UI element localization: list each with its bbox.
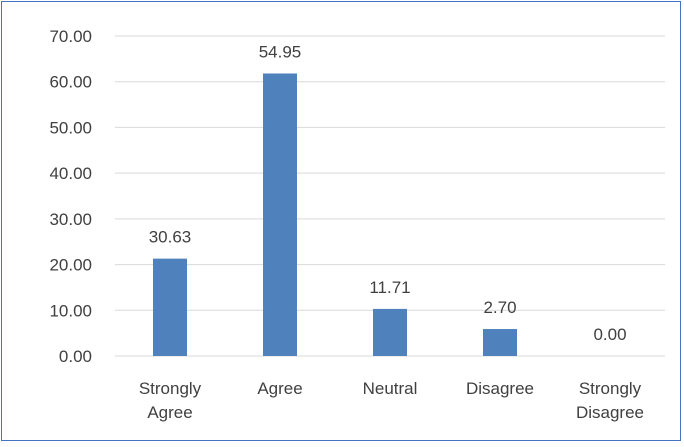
y-tick-label: 60.00: [49, 73, 92, 92]
x-category-label: Strongly Disagree: [576, 379, 644, 422]
data-label: 0.00: [593, 325, 626, 344]
x-category-label: Agree: [257, 379, 302, 398]
y-tick-label: 20.00: [49, 256, 92, 275]
data-label: 54.95: [259, 42, 302, 61]
data-label: 30.63: [149, 228, 192, 247]
x-category-label-line: Strongly: [579, 379, 642, 398]
data-labels: 30.63 54.95 11.71 2.70 0.00: [149, 42, 627, 344]
x-category-label-line: Neutral: [363, 379, 418, 398]
bar: [373, 308, 407, 356]
chart-frame: 0.00 10.00 20.00 30.00 40.00 50.00 60.00 70.00 …: [1, 1, 681, 441]
y-axis-ticks: 0.00 10.00 20.00 30.00 40.00 50.00 60.00 70.00: [49, 27, 92, 366]
x-category-label-line: Disagree: [576, 403, 644, 422]
bar-chart: 0.0010.0020.0030.0040.0050.0060.0070.00 …: [49, 27, 665, 422]
x-category-label-line: Strongly: [139, 379, 202, 398]
x-category-label: Disagree: [466, 379, 534, 398]
y-tick-label: 70.00: [49, 27, 92, 46]
bar: [263, 73, 297, 356]
y-tick-label: 10.00: [49, 301, 92, 320]
y-tick-label: 50.00: [49, 118, 92, 137]
x-category-label: Neutral: [363, 379, 418, 398]
bar: [153, 258, 187, 356]
y-tick-label: 40.00: [49, 164, 92, 183]
gridlines: [115, 35, 665, 357]
bars: [153, 73, 517, 356]
x-category-label-line: Agree: [147, 403, 192, 422]
x-category-label-line: Disagree: [466, 379, 534, 398]
y-tick-label: 30.00: [49, 210, 92, 229]
x-category-label: Strongly Agree: [139, 379, 202, 422]
data-label: 11.71: [369, 278, 410, 297]
data-label: 2.70: [483, 298, 516, 317]
x-category-label-line: Agree: [257, 379, 302, 398]
y-tick-label: 0.00: [59, 347, 92, 366]
bar: [483, 329, 517, 356]
